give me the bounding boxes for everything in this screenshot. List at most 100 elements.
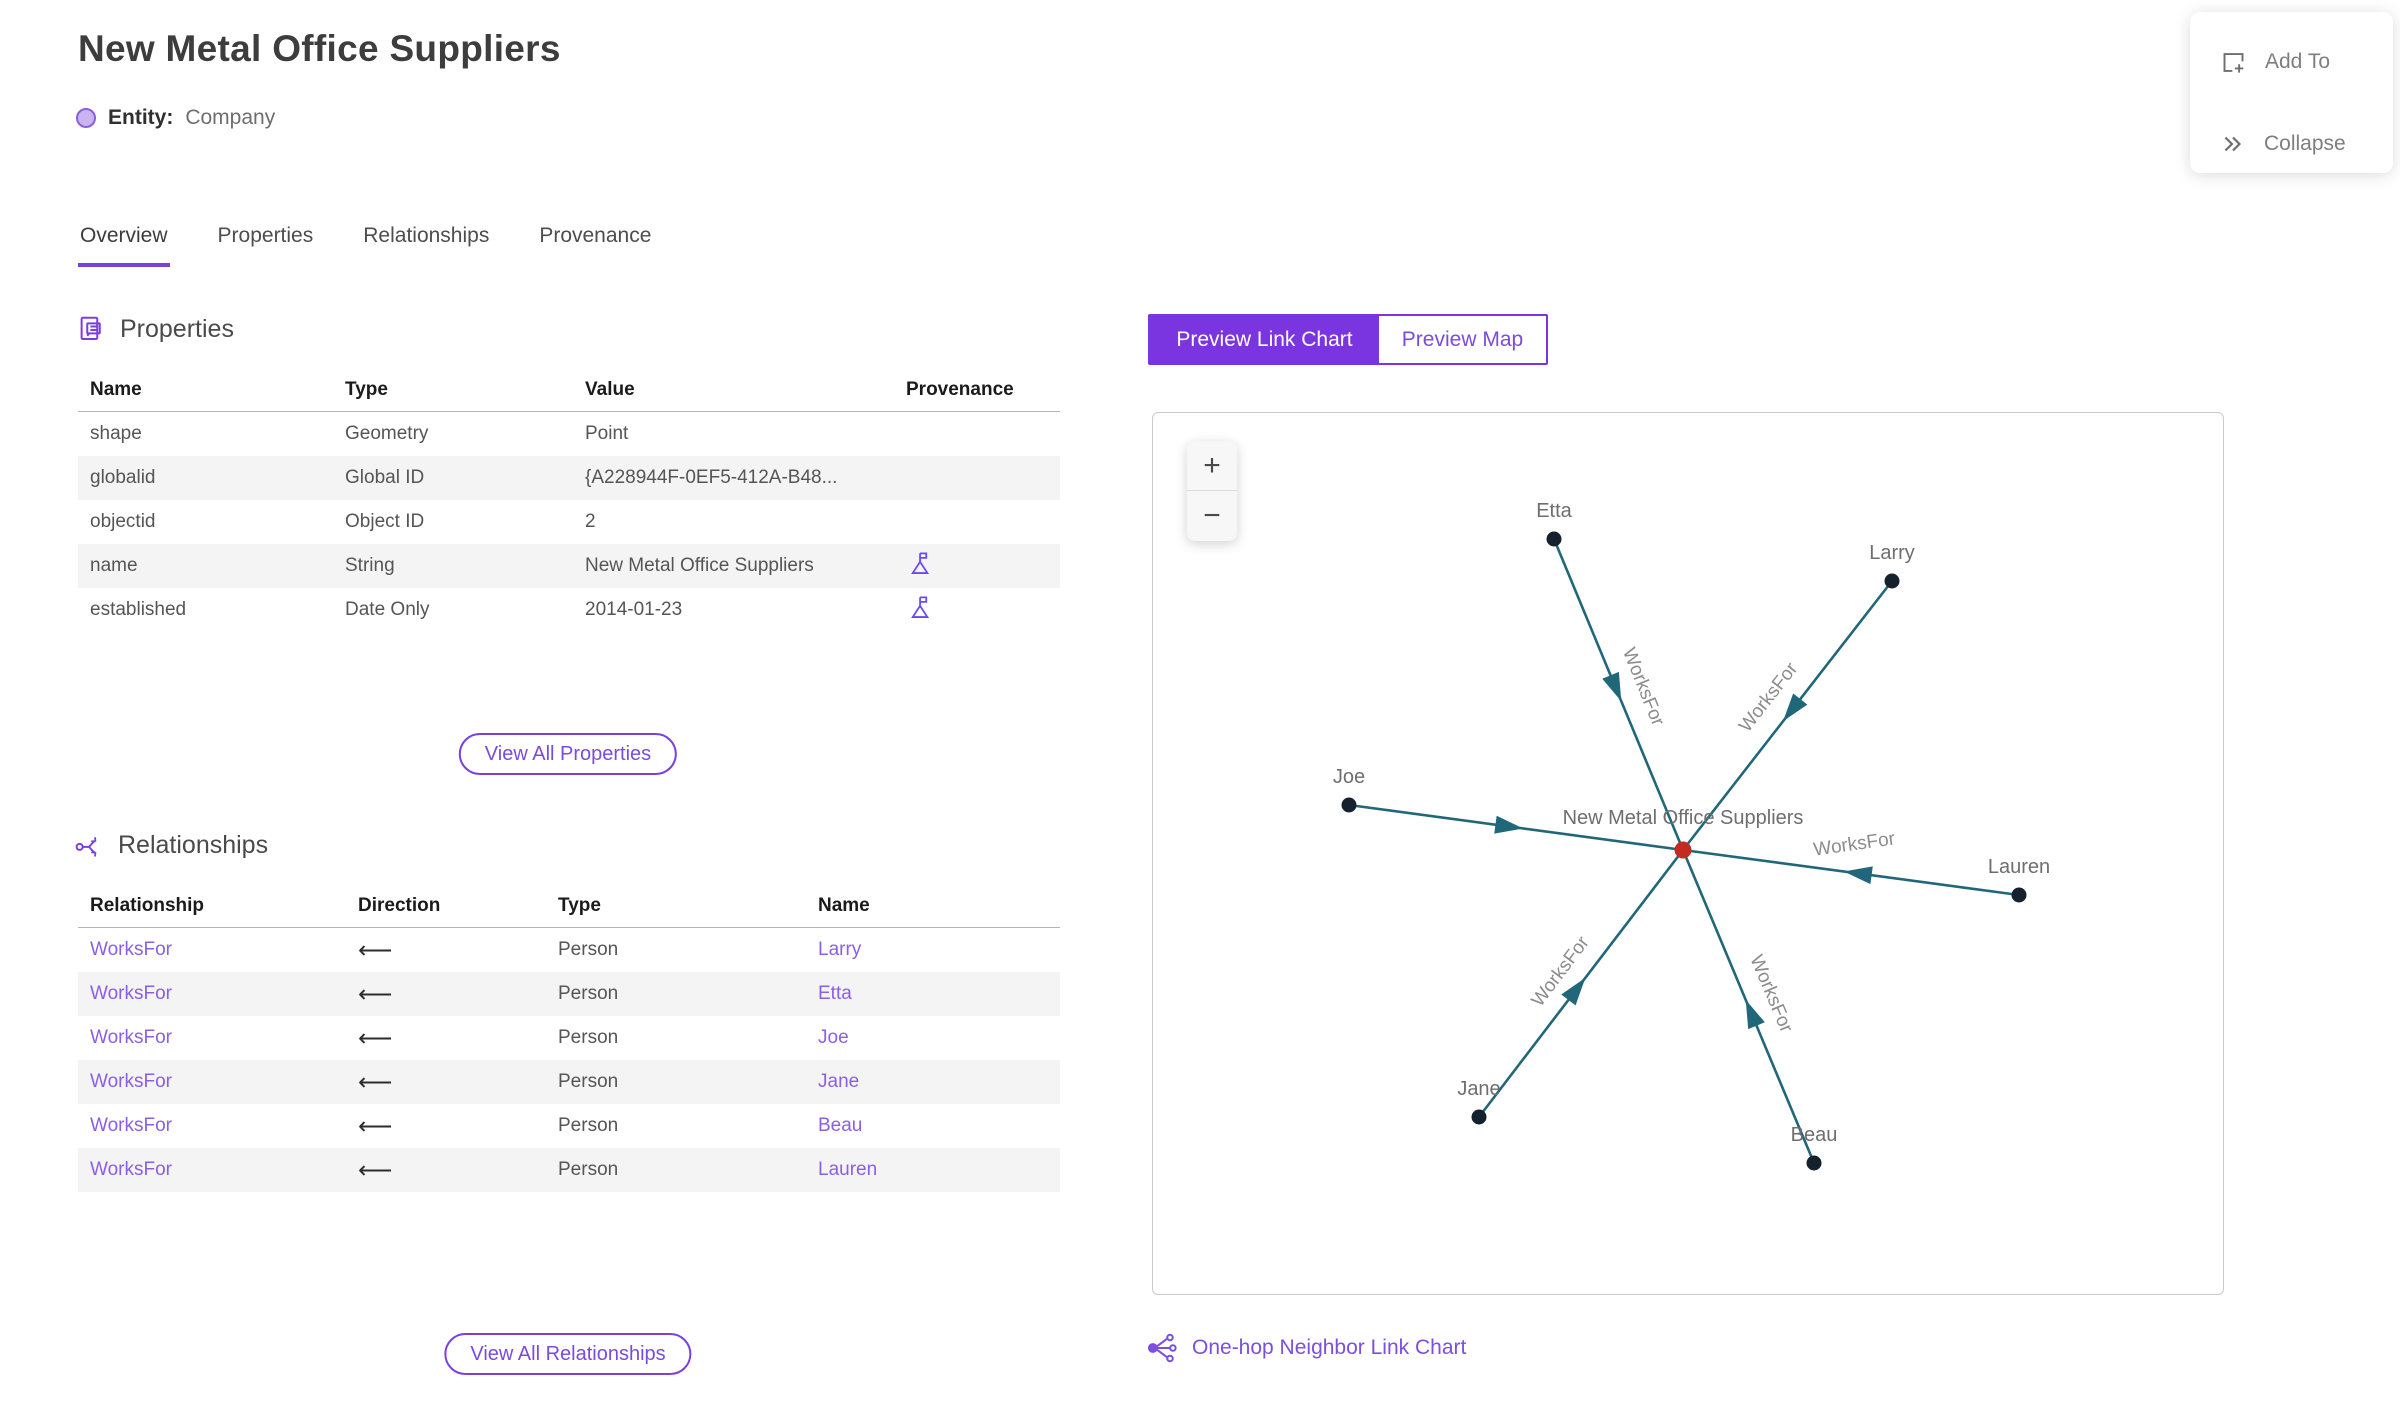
graph-node-company[interactable] <box>1674 841 1692 859</box>
graph-node-beau[interactable] <box>1806 1155 1822 1171</box>
property-value: {A228944F-0EF5-412A-B48... <box>585 467 838 488</box>
edge-arrow-beau[interactable] <box>1737 996 1765 1030</box>
direction-arrow: ⟵ <box>358 1068 393 1096</box>
column-header: Relationship <box>90 894 205 916</box>
edge-label-lauren: WorksFor <box>1812 828 1897 860</box>
related-entity-link[interactable]: Larry <box>818 939 862 960</box>
tab-relationships[interactable]: Relationships <box>363 224 490 247</box>
property-value: New Metal Office Suppliers <box>585 555 814 576</box>
properties-section-title: Properties <box>120 314 234 343</box>
properties-table-header: Name Type Value Provenance <box>78 368 1060 412</box>
provenance-flag-icon <box>911 595 930 618</box>
edge-arrow-lauren[interactable] <box>1843 863 1873 885</box>
column-header: Value <box>585 378 635 400</box>
property-name: shape <box>90 423 142 444</box>
tab-provenance[interactable]: Provenance <box>539 224 652 247</box>
property-type: Global ID <box>345 467 425 488</box>
view-all-properties-button[interactable]: View All Properties <box>458 733 678 775</box>
properties-section-header: Properties <box>76 314 234 344</box>
relationship-link[interactable]: WorksFor <box>90 1027 172 1048</box>
column-header: Name <box>818 894 870 916</box>
relationships-table-row: WorksFor ⟵ Person Etta <box>78 972 1060 1016</box>
relationships-table-row: WorksFor ⟵ Person Larry <box>78 928 1060 972</box>
tab-properties[interactable]: Properties <box>217 224 314 247</box>
entity-type-row: Entity: Company <box>76 106 275 130</box>
related-entity-link[interactable]: Lauren <box>818 1159 878 1180</box>
properties-icon <box>80 316 101 340</box>
graph-node-joe[interactable] <box>1341 797 1357 813</box>
graph-node-lauren[interactable] <box>2011 887 2027 903</box>
preview-link-chart-button[interactable]: Preview Link Chart <box>1150 316 1379 363</box>
property-type: String <box>345 555 395 576</box>
page-title: New Metal Office Suppliers <box>78 28 561 69</box>
add-to-button[interactable]: Add To <box>2220 42 2393 82</box>
edge-arrow-joe[interactable] <box>1494 815 1524 838</box>
zoom-in-button[interactable]: + <box>1187 441 1237 491</box>
properties-table-row: objectid Object ID 2 <box>78 500 1060 544</box>
relationship-type: Person <box>558 1027 619 1048</box>
related-entity-link[interactable]: Joe <box>818 1027 849 1048</box>
properties-table: Name Type Value Provenance shape Geometry… <box>78 368 1060 632</box>
properties-table-row: established Date Only 2014-01-23 <box>78 588 1060 632</box>
relationships-table-row: WorksFor ⟵ Person Jane <box>78 1060 1060 1104</box>
one-hop-icon <box>1147 1333 1177 1363</box>
zoom-control: + − <box>1187 441 1237 541</box>
direction-arrow: ⟵ <box>358 936 393 964</box>
relationships-icon <box>75 837 97 857</box>
graph-node-label-beau: Beau <box>1791 1124 1838 1146</box>
provenance-flag-icon <box>911 551 930 574</box>
relationship-link[interactable]: WorksFor <box>90 983 172 1004</box>
related-entity-link[interactable]: Etta <box>818 983 852 1004</box>
direction-arrow: ⟵ <box>358 1024 393 1052</box>
preview-toggle: Preview Link Chart Preview Map <box>1148 314 1548 365</box>
add-to-label: Add To <box>2265 50 2330 73</box>
property-name: established <box>90 599 187 620</box>
relationships-table: Relationship Direction Type Name WorksFo… <box>78 884 1060 1192</box>
relationship-link[interactable]: WorksFor <box>90 1115 172 1136</box>
properties-table-body: shape Geometry Point globalid Global ID {A228… <box>78 412 1060 632</box>
graph-node-label-lauren: Lauren <box>1988 856 2050 878</box>
property-value: 2014-01-23 <box>585 599 683 620</box>
property-provenance-cell[interactable] <box>894 550 1060 583</box>
tab-overview[interactable]: Overview <box>78 224 170 267</box>
zoom-out-button[interactable]: − <box>1203 499 1221 532</box>
tab-bar: Overview Properties Relationships Proven… <box>78 224 653 267</box>
relationships-table-header: Relationship Direction Type Name <box>78 884 1060 928</box>
relationship-type: Person <box>558 1071 619 1092</box>
collapse-label: Collapse <box>2264 132 2346 155</box>
graph-node-larry[interactable] <box>1884 573 1900 589</box>
properties-table-row: globalid Global ID {A228944F-0EF5-412A-B48… <box>78 456 1060 500</box>
property-type: Date Only <box>345 599 430 620</box>
edge-arrow-jane[interactable] <box>1561 972 1592 1006</box>
column-header: Type <box>345 378 388 400</box>
relationship-type: Person <box>558 939 619 960</box>
relationship-type: Person <box>558 983 619 1004</box>
related-entity-link[interactable]: Beau <box>818 1115 863 1136</box>
relationship-link[interactable]: WorksFor <box>90 939 172 960</box>
preview-map-button[interactable]: Preview Map <box>1379 316 1546 363</box>
property-name: globalid <box>90 467 156 488</box>
graph-node-etta[interactable] <box>1546 531 1562 547</box>
graph-node-label-etta: Etta <box>1536 500 1572 522</box>
chart-caption: One-hop Neighbor Link Chart <box>1146 1332 1466 1364</box>
related-entity-link[interactable]: Jane <box>818 1071 860 1092</box>
entity-label: Entity: <box>108 106 174 129</box>
edge-arrow-etta[interactable] <box>1602 671 1629 705</box>
relationships-table-row: WorksFor ⟵ Person Beau <box>78 1104 1060 1148</box>
graph-node-label-jane: Jane <box>1457 1078 1500 1100</box>
collapse-icon <box>2224 136 2242 152</box>
column-header: Name <box>90 378 142 400</box>
column-header: Type <box>558 894 601 916</box>
view-all-relationships-button[interactable]: View All Relationships <box>444 1333 692 1375</box>
relationship-type: Person <box>558 1115 619 1136</box>
relationship-link[interactable]: WorksFor <box>90 1159 172 1180</box>
collapse-button[interactable]: Collapse <box>2220 124 2393 164</box>
property-provenance-cell[interactable] <box>894 594 1060 627</box>
properties-table-row: shape Geometry Point <box>78 412 1060 456</box>
relationship-link[interactable]: WorksFor <box>90 1071 172 1092</box>
graph-node-jane[interactable] <box>1471 1109 1487 1125</box>
edge-arrow-larry[interactable] <box>1776 693 1808 727</box>
direction-arrow: ⟵ <box>358 980 393 1008</box>
